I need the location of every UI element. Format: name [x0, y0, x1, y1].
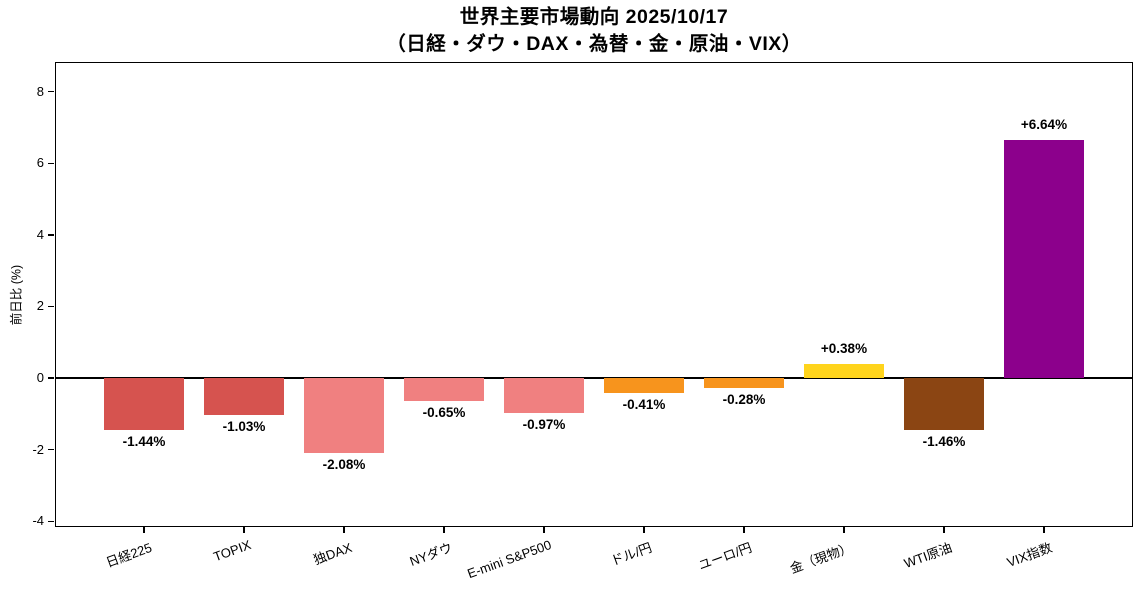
y-tick-mark	[48, 448, 54, 451]
x-tick-mark	[643, 527, 645, 533]
x-tick-mark	[243, 527, 245, 533]
y-tick-label: -2	[32, 441, 44, 457]
y-tick-label: 8	[36, 83, 44, 99]
x-tick-label-日経225: 日経225	[104, 539, 155, 571]
x-tick-mark	[943, 527, 945, 533]
x-tick-label-ドル/円: ドル/円	[608, 539, 655, 569]
x-tick-mark	[543, 527, 545, 533]
chart-title: 世界主要市場動向 2025/10/17 （日経・ダウ・DAX・為替・金・原油・V…	[55, 4, 1133, 58]
x-tick-label-WTI原油: WTI原油	[902, 539, 955, 571]
x-tick-label-E-mini S&P500: E-mini S&P500	[465, 537, 554, 582]
x-tick-mark	[843, 527, 845, 533]
chart-title-line2: （日経・ダウ・DAX・為替・金・原油・VIX）	[386, 33, 802, 55]
y-tick-label: -4	[32, 513, 44, 529]
x-tick-label-NYダウ: NYダウ	[407, 539, 455, 569]
x-tick-label-独DAX: 独DAX	[311, 539, 355, 568]
x-tick-mark	[343, 527, 345, 533]
x-tick-label-金（現物）: 金（現物）	[787, 539, 855, 577]
y-tick-mark	[48, 234, 54, 236]
y-tick-mark	[48, 90, 54, 93]
x-tick-label-VIX指数: VIX指数	[1004, 539, 1055, 570]
y-tick-label: 0	[36, 370, 44, 386]
x-tick-label-ユーロ/円: ユーロ/円	[696, 539, 755, 573]
x-tick-mark	[443, 527, 445, 533]
y-axis-label: 前日比 (%)	[9, 264, 24, 326]
x-tick-mark	[1043, 527, 1045, 533]
y-tick-mark	[48, 520, 54, 523]
x-tick-mark	[143, 527, 145, 533]
y-tick-mark	[48, 305, 54, 308]
chart-title-line1: 世界主要市場動向 2025/10/17	[459, 6, 729, 28]
y-tick-label: 6	[36, 155, 44, 171]
x-tick-mark	[743, 527, 745, 533]
y-tick-mark	[48, 162, 54, 165]
y-tick-label: 4	[36, 226, 44, 242]
plot-area	[55, 62, 1133, 527]
y-tick-mark	[48, 377, 54, 379]
x-tick-label-TOPIX: TOPIX	[211, 537, 254, 565]
